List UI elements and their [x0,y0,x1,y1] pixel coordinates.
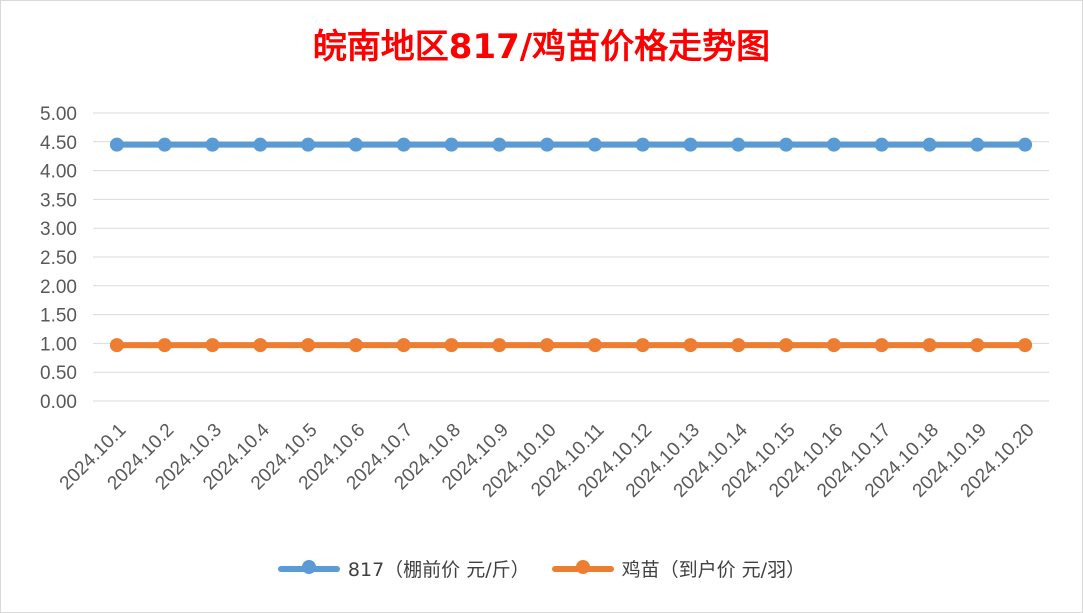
y-tick-label: 5.00 [40,104,77,125]
data-point [348,338,363,353]
data-point [109,338,124,353]
data-point [874,137,889,152]
data-point [157,338,172,353]
data-point [587,137,602,152]
legend-marker-chick [551,559,614,574]
y-tick-label: 0.50 [40,363,77,384]
data-point [635,137,650,152]
data-point [826,137,841,152]
data-point [444,137,459,152]
data-point [348,137,363,152]
legend-item-chick[interactable]: 鸡苗（到户价 元/羽） [551,555,806,582]
data-point [301,137,316,152]
data-point [540,338,555,353]
legend-item-817[interactable]: 817（棚前价 元/斤） [277,555,530,582]
data-point [731,137,746,152]
data-point [779,137,794,152]
data-point [1018,338,1033,353]
data-point [683,338,698,353]
data-point [253,338,268,353]
data-point [396,137,411,152]
y-tick-label: 3.50 [40,190,77,211]
data-point [922,338,937,353]
y-tick-label: 4.50 [40,133,77,154]
data-point [301,338,316,353]
y-tick-label: 0.00 [40,392,77,413]
data-point [205,338,220,353]
data-point [874,338,889,353]
legend-marker-817 [277,559,340,574]
data-point [970,137,985,152]
data-point [205,137,220,152]
data-point [922,137,937,152]
data-point [587,338,602,353]
data-point [540,137,555,152]
data-point [157,137,172,152]
y-tick-label: 2.00 [40,277,77,298]
data-point [970,338,985,353]
data-point [109,137,124,152]
data-point [492,338,507,353]
data-point [683,137,698,152]
data-point [731,338,746,353]
legend-label-chick: 鸡苗（到户价 元/羽） [621,559,806,581]
data-point [779,338,794,353]
legend: 817（棚前价 元/斤） 鸡苗（到户价 元/羽） [1,555,1082,582]
y-tick-label: 1.00 [40,334,77,355]
chart-title: 皖南地区817/鸡苗价格走势图 [312,27,771,67]
legend-label-817: 817（棚前价 元/斤） [347,559,530,581]
data-point [396,338,411,353]
data-point [444,338,459,353]
y-tick-label: 3.00 [40,219,77,240]
data-point [635,338,650,353]
y-tick-label: 1.50 [40,306,77,327]
y-tick-label: 2.50 [40,248,77,269]
data-point [1018,137,1033,152]
data-point [492,137,507,152]
y-tick-label: 4.00 [40,162,77,183]
data-point [253,137,268,152]
data-point [826,338,841,353]
